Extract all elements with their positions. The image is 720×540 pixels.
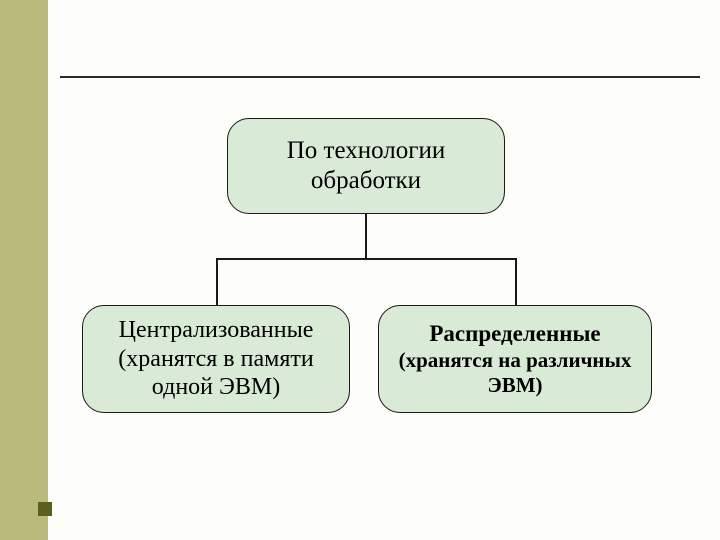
horizontal-rule — [60, 76, 700, 78]
node-left-line1: Централизованные — [119, 317, 314, 343]
node-child-right: Распределенные (хранятся на различных ЭВ… — [378, 305, 652, 413]
connector-left-drop — [216, 258, 218, 305]
connector-root-stem — [365, 214, 367, 258]
node-left-line2: (хранятся в памяти — [118, 346, 313, 372]
node-root: По технологии обработки — [227, 118, 505, 214]
node-left-line3: одной ЭВМ) — [152, 374, 280, 400]
left-sidebar — [0, 0, 48, 540]
node-right-line2: (хранятся на различных — [399, 348, 632, 372]
connector-right-drop — [515, 258, 517, 305]
node-root-line1: По технологии — [287, 137, 446, 164]
node-right-line3: ЭВМ) — [487, 373, 542, 397]
node-root-line2: обработки — [311, 167, 421, 194]
connector-horizontal — [216, 258, 516, 260]
node-child-left: Централизованные (хранятся в памяти одно… — [82, 305, 350, 413]
sidebar-marker — [38, 502, 52, 516]
node-right-line1: Распределенные — [429, 321, 600, 346]
